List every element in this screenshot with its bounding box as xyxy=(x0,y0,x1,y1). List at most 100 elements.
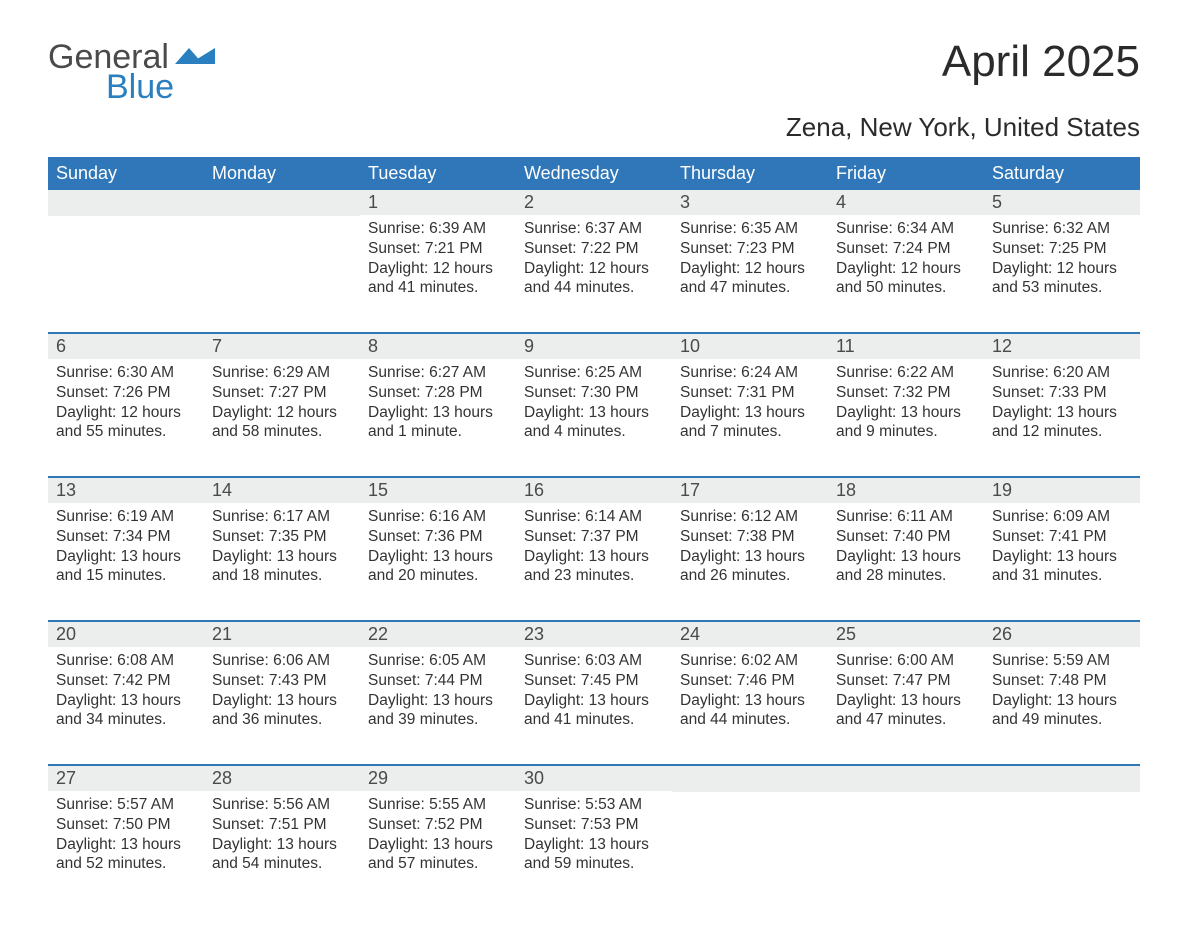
day-number: 17 xyxy=(680,480,700,500)
sunrise-text: Sunrise: 6:11 AM xyxy=(836,507,976,527)
day-number: 19 xyxy=(992,480,1012,500)
sunrise-text: Sunrise: 6:32 AM xyxy=(992,219,1132,239)
sunset-text: Sunset: 7:43 PM xyxy=(212,671,352,691)
day-number-row: 19 xyxy=(984,478,1140,503)
day-number: 14 xyxy=(212,480,232,500)
day-cell: 4Sunrise: 6:34 AMSunset: 7:24 PMDaylight… xyxy=(828,190,984,318)
dow-sunday: Sunday xyxy=(48,157,204,190)
day-number-row: 28 xyxy=(204,766,360,791)
sunset-text: Sunset: 7:38 PM xyxy=(680,527,820,547)
daylight-text: Daylight: 13 hours and 34 minutes. xyxy=(56,691,196,731)
sunrise-text: Sunrise: 6:19 AM xyxy=(56,507,196,527)
sunset-text: Sunset: 7:21 PM xyxy=(368,239,508,259)
day-number-row: 27 xyxy=(48,766,204,791)
day-number-row xyxy=(672,766,828,792)
sunset-text: Sunset: 7:30 PM xyxy=(524,383,664,403)
sunset-text: Sunset: 7:22 PM xyxy=(524,239,664,259)
day-number: 22 xyxy=(368,624,388,644)
day-number-row: 29 xyxy=(360,766,516,791)
day-cell: 20 Sunrise: 6:08 AMSunset: 7:42 PMDayligh… xyxy=(48,622,204,750)
day-body: Sunrise: 6:25 AMSunset: 7:30 PMDaylight:… xyxy=(522,363,666,442)
sunset-text: Sunset: 7:26 PM xyxy=(56,383,196,403)
sunrise-text: Sunrise: 6:24 AM xyxy=(680,363,820,383)
day-cell: 23Sunrise: 6:03 AMSunset: 7:45 PMDayligh… xyxy=(516,622,672,750)
daylight-text: Daylight: 13 hours and 39 minutes. xyxy=(368,691,508,731)
day-number-row: 22 xyxy=(360,622,516,647)
calendar-page: General Blue April 2025 Zena, New York, … xyxy=(0,0,1188,942)
sunrise-text: Sunrise: 6:08 AM xyxy=(56,651,196,671)
location-label: Zena, New York, United States xyxy=(48,112,1140,143)
sunrise-text: Sunrise: 6:30 AM xyxy=(56,363,196,383)
dow-friday: Friday xyxy=(828,157,984,190)
day-cell: 7 Sunrise: 6:29 AMSunset: 7:27 PMDaylight… xyxy=(204,334,360,462)
sunrise-text: Sunrise: 6:16 AM xyxy=(368,507,508,527)
sunset-text: Sunset: 7:28 PM xyxy=(368,383,508,403)
day-cell: 13Sunrise: 6:19 AMSunset: 7:34 PMDayligh… xyxy=(48,478,204,606)
sunset-text: Sunset: 7:42 PM xyxy=(56,671,196,691)
sunrise-text: Sunrise: 5:56 AM xyxy=(212,795,352,815)
sunset-text: Sunset: 7:36 PM xyxy=(368,527,508,547)
day-body: Sunrise: 6:34 AMSunset: 7:24 PMDaylight:… xyxy=(834,219,978,298)
day-cell: 1 Sunrise: 6:39 AMSunset: 7:21 PMDaylight… xyxy=(360,190,516,318)
day-number: 2 xyxy=(524,192,534,212)
sunrise-text: Sunrise: 6:20 AM xyxy=(992,363,1132,383)
sunset-text: Sunset: 7:41 PM xyxy=(992,527,1132,547)
day-number: 1 xyxy=(368,192,378,212)
day-number: 6 xyxy=(56,336,66,356)
day-body: Sunrise: 5:59 AMSunset: 7:48 PMDaylight:… xyxy=(990,651,1134,730)
sunset-text: Sunset: 7:33 PM xyxy=(992,383,1132,403)
day-cell xyxy=(48,190,204,318)
day-cell: 27Sunrise: 5:57 AMSunset: 7:50 PMDayligh… xyxy=(48,766,204,894)
sunrise-text: Sunrise: 6:02 AM xyxy=(680,651,820,671)
day-cell: 17 Sunrise: 6:12 AMSunset: 7:38 PMDayligh… xyxy=(672,478,828,606)
day-body: Sunrise: 6:30 AMSunset: 7:26 PMDaylight:… xyxy=(54,363,198,442)
sunrise-text: Sunrise: 6:37 AM xyxy=(524,219,664,239)
daylight-text: Daylight: 13 hours and 52 minutes. xyxy=(56,835,196,875)
sunset-text: Sunset: 7:44 PM xyxy=(368,671,508,691)
day-cell: 28Sunrise: 5:56 AMSunset: 7:51 PMDayligh… xyxy=(204,766,360,894)
day-body: Sunrise: 6:29 AMSunset: 7:27 PMDaylight:… xyxy=(210,363,354,442)
day-number: 9 xyxy=(524,336,534,356)
day-number: 15 xyxy=(368,480,388,500)
day-body: Sunrise: 6:24 AMSunset: 7:31 PMDaylight:… xyxy=(678,363,822,442)
dow-thursday: Thursday xyxy=(672,157,828,190)
day-body: Sunrise: 6:12 AMSunset: 7:38 PMDaylight:… xyxy=(678,507,822,586)
sunrise-text: Sunrise: 6:17 AM xyxy=(212,507,352,527)
day-number-row: 6 xyxy=(48,334,204,359)
day-number: 8 xyxy=(368,336,378,356)
day-number: 7 xyxy=(212,336,222,356)
day-body: Sunrise: 6:14 AMSunset: 7:37 PMDaylight:… xyxy=(522,507,666,586)
day-number-row xyxy=(984,766,1140,792)
day-number-row: 16 xyxy=(516,478,672,503)
daylight-text: Daylight: 13 hours and 49 minutes. xyxy=(992,691,1132,731)
day-cell: 11Sunrise: 6:22 AMSunset: 7:32 PMDayligh… xyxy=(828,334,984,462)
logo-text-blue: Blue xyxy=(106,70,215,104)
day-cell: 25Sunrise: 6:00 AMSunset: 7:47 PMDayligh… xyxy=(828,622,984,750)
sunset-text: Sunset: 7:53 PM xyxy=(524,815,664,835)
day-body: Sunrise: 6:17 AMSunset: 7:35 PMDaylight:… xyxy=(210,507,354,586)
day-body: Sunrise: 6:06 AMSunset: 7:43 PMDaylight:… xyxy=(210,651,354,730)
sunrise-text: Sunrise: 6:12 AM xyxy=(680,507,820,527)
day-number-row: 24 xyxy=(672,622,828,647)
day-number-row: 7 xyxy=(204,334,360,359)
day-number-row: 30 xyxy=(516,766,672,791)
day-cell: 9 Sunrise: 6:25 AMSunset: 7:30 PMDaylight… xyxy=(516,334,672,462)
day-cell: 16 Sunrise: 6:14 AMSunset: 7:37 PMDayligh… xyxy=(516,478,672,606)
day-cell: 30Sunrise: 5:53 AMSunset: 7:53 PMDayligh… xyxy=(516,766,672,894)
day-number-row: 20 xyxy=(48,622,204,647)
day-body: Sunrise: 6:39 AMSunset: 7:21 PMDaylight:… xyxy=(366,219,510,298)
daylight-text: Daylight: 13 hours and 31 minutes. xyxy=(992,547,1132,587)
daylight-text: Daylight: 13 hours and 59 minutes. xyxy=(524,835,664,875)
sunrise-text: Sunrise: 6:05 AM xyxy=(368,651,508,671)
day-number: 10 xyxy=(680,336,700,356)
day-cell xyxy=(204,190,360,318)
day-number: 3 xyxy=(680,192,690,212)
sunset-text: Sunset: 7:45 PM xyxy=(524,671,664,691)
daylight-text: Daylight: 13 hours and 20 minutes. xyxy=(368,547,508,587)
sunrise-text: Sunrise: 6:35 AM xyxy=(680,219,820,239)
day-number-row: 23 xyxy=(516,622,672,647)
daylight-text: Daylight: 12 hours and 47 minutes. xyxy=(680,259,820,299)
day-number: 13 xyxy=(56,480,76,500)
sunset-text: Sunset: 7:40 PM xyxy=(836,527,976,547)
day-number-row xyxy=(204,190,360,216)
